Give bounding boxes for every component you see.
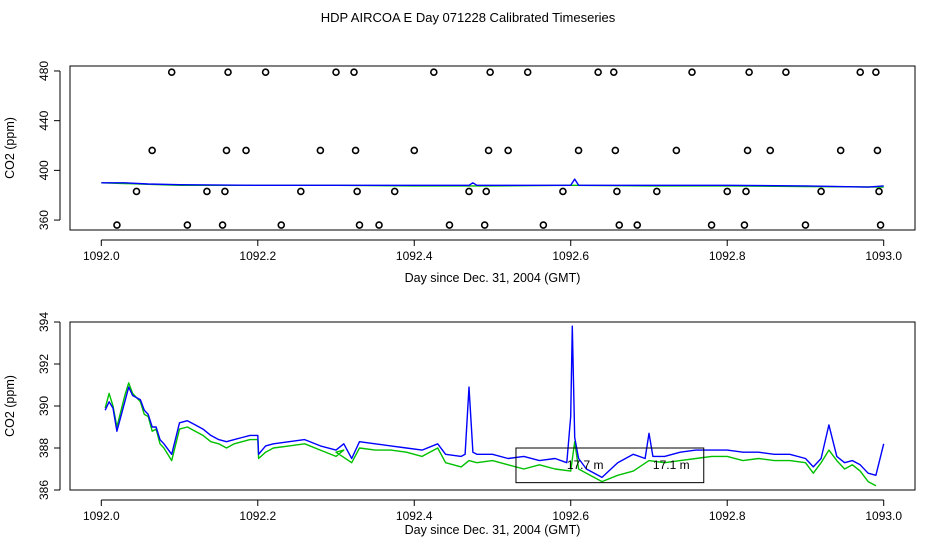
data-point bbox=[148, 146, 156, 155]
data-point bbox=[707, 221, 716, 229]
data-point bbox=[430, 68, 438, 77]
x-tick-label: 1092.0 bbox=[83, 509, 120, 523]
x-tick-label: 1092.2 bbox=[239, 509, 276, 523]
data-point bbox=[615, 221, 624, 229]
plot-area bbox=[101, 68, 885, 229]
data-point bbox=[261, 68, 270, 77]
y-tick-label: 388 bbox=[37, 438, 51, 458]
data-point bbox=[873, 146, 882, 155]
data-point bbox=[221, 187, 229, 196]
data-point bbox=[297, 187, 305, 196]
x-tick-label: 1092.8 bbox=[709, 509, 746, 523]
data-point bbox=[222, 146, 231, 155]
data-point bbox=[523, 68, 532, 77]
x-tick-label: 1092.6 bbox=[552, 509, 589, 523]
data-point bbox=[611, 146, 620, 155]
data-point bbox=[203, 187, 211, 196]
data-point bbox=[465, 187, 473, 196]
x-tick-label: 1092.6 bbox=[552, 249, 589, 263]
data-point bbox=[482, 187, 491, 196]
data-point bbox=[480, 221, 489, 229]
x-tick-label: 1092.4 bbox=[396, 509, 433, 523]
data-point bbox=[594, 68, 602, 77]
y-axis-label: CO2 (ppm) bbox=[3, 375, 17, 437]
data-point bbox=[332, 68, 340, 77]
data-point bbox=[653, 187, 661, 196]
data-point bbox=[355, 221, 364, 229]
data-point bbox=[484, 146, 493, 155]
data-point bbox=[132, 187, 141, 196]
data-point bbox=[167, 68, 176, 77]
data-point bbox=[504, 146, 512, 155]
data-point bbox=[836, 146, 845, 155]
data-point bbox=[743, 146, 752, 155]
chart-panel-bottom: 1092.0 1092.2 1092.4 1092.6 1092.8 1093.0 Day … bbox=[3, 312, 916, 537]
data-point bbox=[390, 187, 399, 196]
data-point bbox=[353, 187, 361, 196]
y-tick-label: 440 bbox=[37, 110, 51, 130]
data-point bbox=[782, 68, 790, 77]
data-point bbox=[633, 221, 642, 229]
data-point bbox=[242, 146, 250, 155]
data-point bbox=[723, 187, 732, 196]
data-point bbox=[224, 68, 232, 77]
data-point bbox=[766, 146, 775, 155]
x-tick-label: 1093.0 bbox=[865, 509, 902, 523]
x-axis-label: Day since Dec. 31, 2004 (GMT) bbox=[405, 523, 581, 537]
legend-label: 17.1 m bbox=[653, 458, 690, 472]
plot-frame bbox=[69, 321, 916, 491]
data-point bbox=[742, 187, 750, 196]
data-point bbox=[672, 146, 681, 155]
plot-area bbox=[104, 325, 885, 487]
y-axis-label: CO2 (ppm) bbox=[3, 117, 17, 179]
data-point bbox=[183, 221, 192, 229]
x-tick-label: 1092.2 bbox=[239, 249, 276, 263]
data-point bbox=[218, 221, 227, 229]
x-tick-label: 1093.0 bbox=[865, 249, 902, 263]
data-point bbox=[876, 221, 885, 229]
data-point bbox=[613, 187, 621, 196]
data-point bbox=[872, 68, 880, 77]
data-point bbox=[740, 221, 749, 229]
data-point bbox=[350, 68, 358, 77]
y-tick-label: 392 bbox=[37, 354, 51, 374]
data-point bbox=[351, 146, 360, 155]
legend-label: 17.7 m bbox=[567, 458, 604, 472]
data-point bbox=[856, 68, 865, 77]
data-point bbox=[609, 68, 618, 77]
x-axis-label: Day since Dec. 31, 2004 (GMT) bbox=[405, 271, 581, 285]
series-line bbox=[101, 178, 884, 188]
x-tick-label: 1092.0 bbox=[83, 249, 120, 263]
data-point bbox=[559, 187, 567, 196]
data-point bbox=[817, 187, 825, 196]
y-tick-label: 394 bbox=[37, 312, 51, 332]
data-point bbox=[445, 221, 454, 229]
series-line bbox=[104, 382, 877, 487]
data-point bbox=[875, 187, 883, 196]
data-point bbox=[539, 221, 548, 229]
series-line bbox=[104, 325, 885, 479]
data-point bbox=[486, 68, 494, 77]
data-point bbox=[277, 221, 286, 229]
figure-title: HDP AIRCOA E Day 071228 Calibrated Times… bbox=[321, 10, 616, 25]
data-point bbox=[801, 221, 810, 229]
data-point bbox=[113, 221, 121, 229]
y-tick-label: 390 bbox=[37, 396, 51, 416]
data-point bbox=[410, 146, 419, 155]
x-tick-label: 1092.4 bbox=[396, 249, 433, 263]
data-point bbox=[375, 221, 383, 229]
chart-panel-top: 1092.0 1092.2 1092.4 1092.6 1092.8 1093.0 Day … bbox=[3, 61, 916, 285]
data-point bbox=[574, 146, 583, 155]
y-tick-label: 360 bbox=[37, 210, 51, 230]
y-tick-label: 386 bbox=[37, 480, 51, 500]
data-point bbox=[745, 68, 753, 77]
data-point bbox=[688, 68, 696, 77]
x-tick-label: 1092.8 bbox=[709, 249, 746, 263]
plot-frame bbox=[69, 65, 916, 231]
y-tick-label: 480 bbox=[37, 61, 51, 81]
data-point bbox=[316, 146, 325, 155]
legend-box bbox=[515, 447, 705, 484]
y-tick-label: 400 bbox=[37, 160, 51, 180]
